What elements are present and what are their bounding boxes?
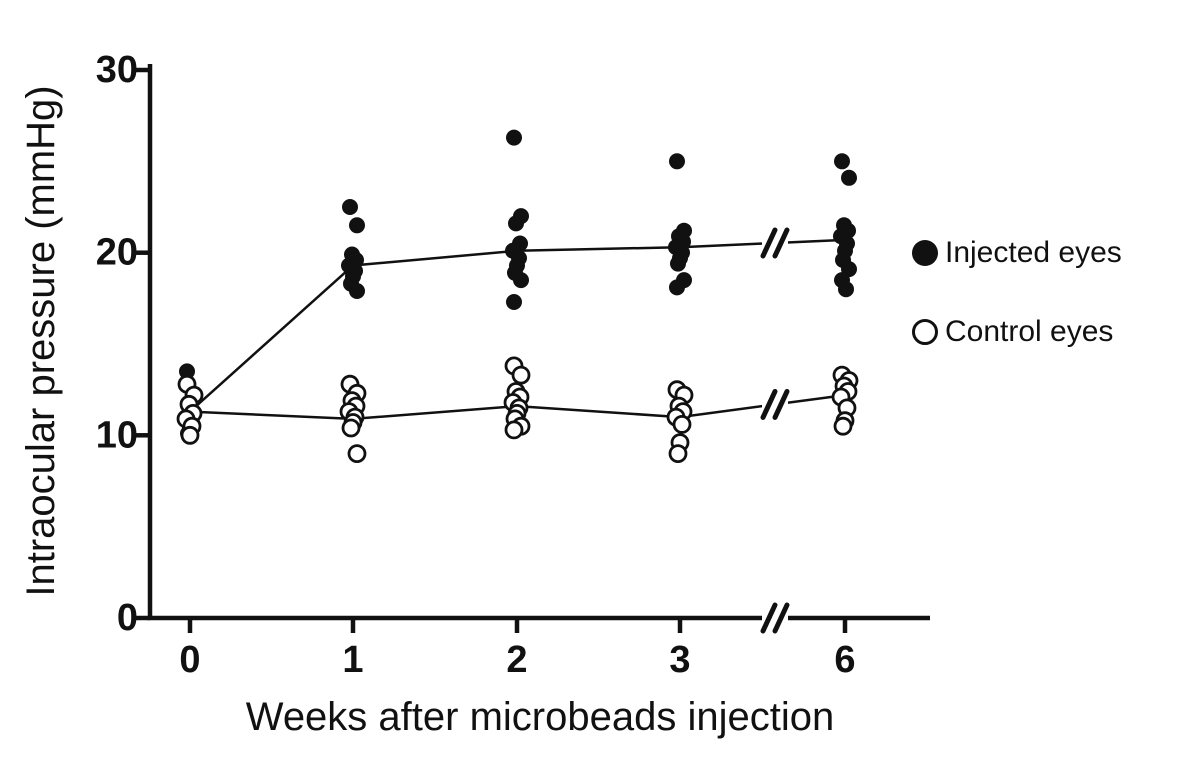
- axis-labels: 0 10 20 30 0 1 2 3 6 Weeks after microbe…: [19, 49, 856, 739]
- axis-break-mark: [760, 388, 778, 420]
- injected-eye-point: [670, 255, 686, 272]
- x-tick-label-w0: 0: [179, 639, 200, 681]
- legend-label-injected: Injected eyes: [945, 236, 1122, 269]
- x-axis-title: Weeks after microbeads injection: [246, 695, 834, 739]
- injected-eye-point: [508, 215, 524, 232]
- axis-break-gap: [762, 399, 788, 410]
- injected-eye-point: [506, 294, 522, 310]
- x-tick-label-w3: 3: [669, 639, 690, 681]
- axis-break-mark: [772, 388, 790, 420]
- y-tick-label-0: 0: [117, 597, 138, 639]
- y-tick-label-30: 30: [96, 49, 138, 91]
- injected-eye-point: [669, 153, 685, 170]
- x-tick-label-w1: 1: [342, 639, 363, 681]
- injected-eye-point: [506, 129, 522, 146]
- injected-eye-point: [838, 281, 854, 298]
- legend: Injected eyes Control eyes: [912, 236, 1122, 349]
- x-tick-label-w2: 2: [506, 639, 527, 681]
- legend-item-injected: Injected eyes: [912, 236, 1122, 270]
- y-axis-title: Intraocular pressure (mmHg): [19, 85, 63, 596]
- axis-break-mark: [772, 227, 790, 259]
- legend-label-control: Control eyes: [945, 315, 1114, 348]
- y-tick-label-10: 10: [96, 414, 138, 456]
- filled-circle-icon: [912, 240, 938, 266]
- injected-eye-point: [179, 363, 195, 380]
- injected-eye-point: [513, 272, 529, 289]
- injected-eye-point: [342, 199, 358, 215]
- control-eye-point: [668, 444, 688, 464]
- injected-eye-point: [669, 279, 685, 296]
- x-tick-label-w6: 6: [834, 639, 855, 681]
- y-tick-label-20: 20: [96, 232, 138, 274]
- axis-break-mark: [760, 227, 778, 259]
- axis-break-mark: [760, 602, 778, 634]
- control-eye-point: [341, 418, 361, 438]
- control-eye-point: [347, 444, 367, 464]
- injected-eye-point: [349, 217, 365, 234]
- control-eye-point: [511, 365, 531, 385]
- injected-eye-point: [834, 153, 850, 170]
- axes: [135, 64, 930, 633]
- data-layer: [176, 129, 859, 634]
- axis-break-mark: [772, 602, 790, 634]
- axis-break-gap: [762, 237, 788, 248]
- injected-eye-point: [349, 283, 365, 299]
- control-eye-point: [504, 420, 524, 440]
- control-eye-point: [180, 425, 200, 445]
- control-eye-point: [833, 416, 853, 436]
- injected-eye-point: [841, 169, 857, 186]
- control-eye-point: [672, 414, 692, 434]
- open-circle-icon: [912, 319, 938, 345]
- legend-item-control: Control eyes: [912, 315, 1122, 349]
